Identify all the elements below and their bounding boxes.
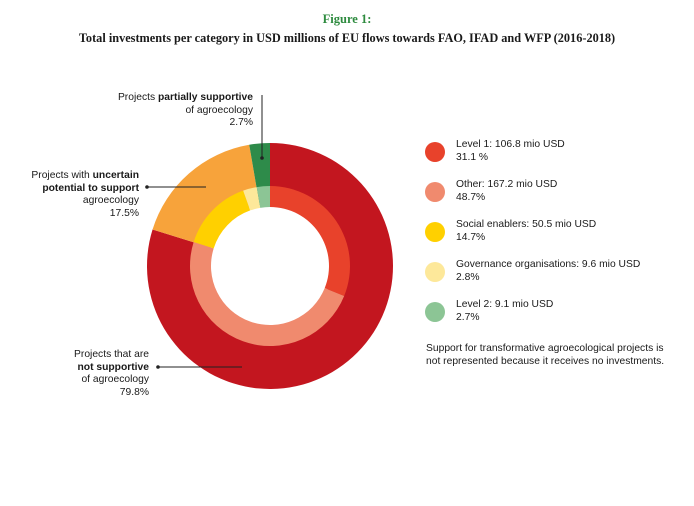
inner-ring [190,186,350,346]
annotation-partial: Projects partially supportive of agroeco… [117,92,253,129]
legend-label: Level 2: 9.1 mio USD [456,299,554,310]
legend-item-level-2: Level 2: 9.1 mio USD 2.7% [425,298,685,332]
legend-swatch [425,302,445,322]
leader-uncertain-dot [145,185,149,189]
legend-item-governance: Governance organisations: 9.6 mio USD 2.8… [425,258,685,292]
legend-percent: 2.8% [456,272,480,283]
legend-swatch [425,182,445,202]
legend-percent: 2.7% [456,312,480,323]
legend-percent: 14.7% [456,232,486,243]
legend-swatch [425,142,445,162]
legend-percent: 48.7% [456,192,486,203]
figure-label: Figure 1: [322,12,372,26]
legend-label: Other: 167.2 mio USD [456,179,558,190]
leader-not-supportive-dot [156,365,160,369]
chart-title: Total investments per category in USD mi… [78,31,616,45]
outer-slice-uncertain-potential-to-support [152,144,260,248]
legend-item-other: Other: 167.2 mio USD 48.7% [425,178,685,212]
legend-label: Governance organisations: 9.6 mio USD [456,259,641,270]
legend-label: Level 1: 106.8 mio USD [456,139,565,150]
inner-slice-social-enablers [193,190,251,249]
annotation-not-supportive: Projects that are not supportive of agro… [74,349,149,398]
outer-slice-not-supportive [147,143,393,390]
legend-percent: 31.1 % [456,152,489,163]
annotation-uncertain: Projects with uncertain potential to sup… [31,170,139,219]
legend-item-social-enablers: Social enablers: 50.5 mio USD 14.7% [425,218,685,252]
inner-slice-governance-organisations [243,187,261,211]
legend-swatch [425,262,445,282]
inner-slice-level-2 [256,186,270,208]
inner-slice-other [190,242,345,346]
leader-partial-dot [260,156,264,160]
outer-ring [147,143,393,390]
legend-item-level-1: Level 1: 106.8 mio USD 31.1 % [425,138,685,172]
legend-label: Social enablers: 50.5 mio USD [456,219,597,230]
inner-slice-level-1 [270,186,350,297]
note: Support for transformative agroecologica… [426,343,665,367]
annotation-leaders [145,95,264,369]
legend-swatch [425,222,445,242]
